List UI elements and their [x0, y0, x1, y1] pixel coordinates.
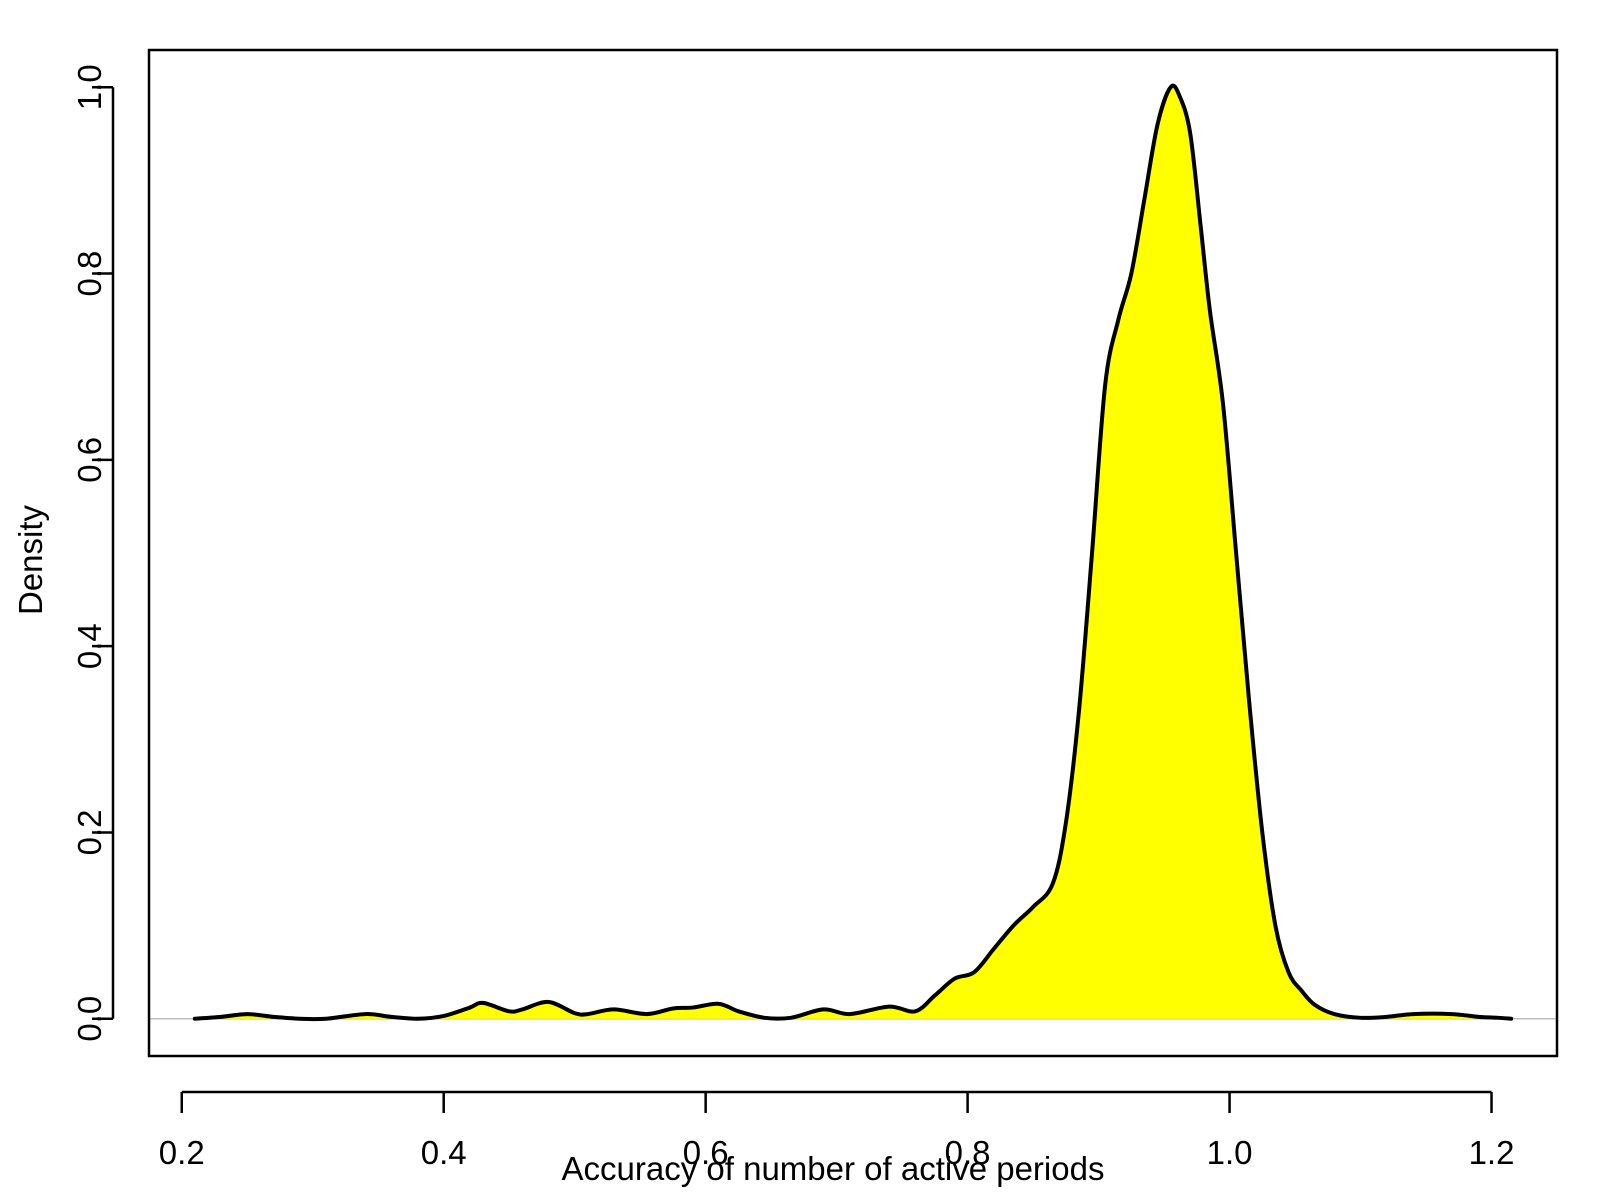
- y-tick-label: 0.0: [71, 996, 108, 1042]
- x-tick-label: 0.2: [159, 1134, 205, 1171]
- y-tick-label: 0.8: [71, 251, 108, 297]
- density-fill: [194, 85, 1512, 1020]
- y-tick-label: 1.0: [71, 64, 108, 110]
- x-tick-label: 0.6: [683, 1134, 729, 1171]
- axes: 0.2 0.4 0.6 0.8 1.0 1.2 0.0 0.2 0.4 0.6 0.8 1.0: [71, 48, 1559, 1171]
- plot-frame: [147, 48, 1559, 1058]
- x-axis-title: Accuracy of number of active periods: [562, 1150, 1105, 1187]
- y-tick-label: 0.2: [71, 810, 108, 856]
- x-tick-label: 0.8: [945, 1134, 991, 1171]
- y-axis-title: Density: [12, 504, 49, 615]
- density-line: [192, 83, 1514, 1022]
- plot-area: [149, 83, 1557, 1022]
- x-tick-label: 0.4: [421, 1134, 467, 1171]
- y-tick-label: 0.4: [71, 623, 108, 669]
- x-tick-label: 1.0: [1207, 1134, 1253, 1171]
- x-tick-label: 1.2: [1469, 1134, 1515, 1171]
- y-tick-label: 0.6: [71, 437, 108, 483]
